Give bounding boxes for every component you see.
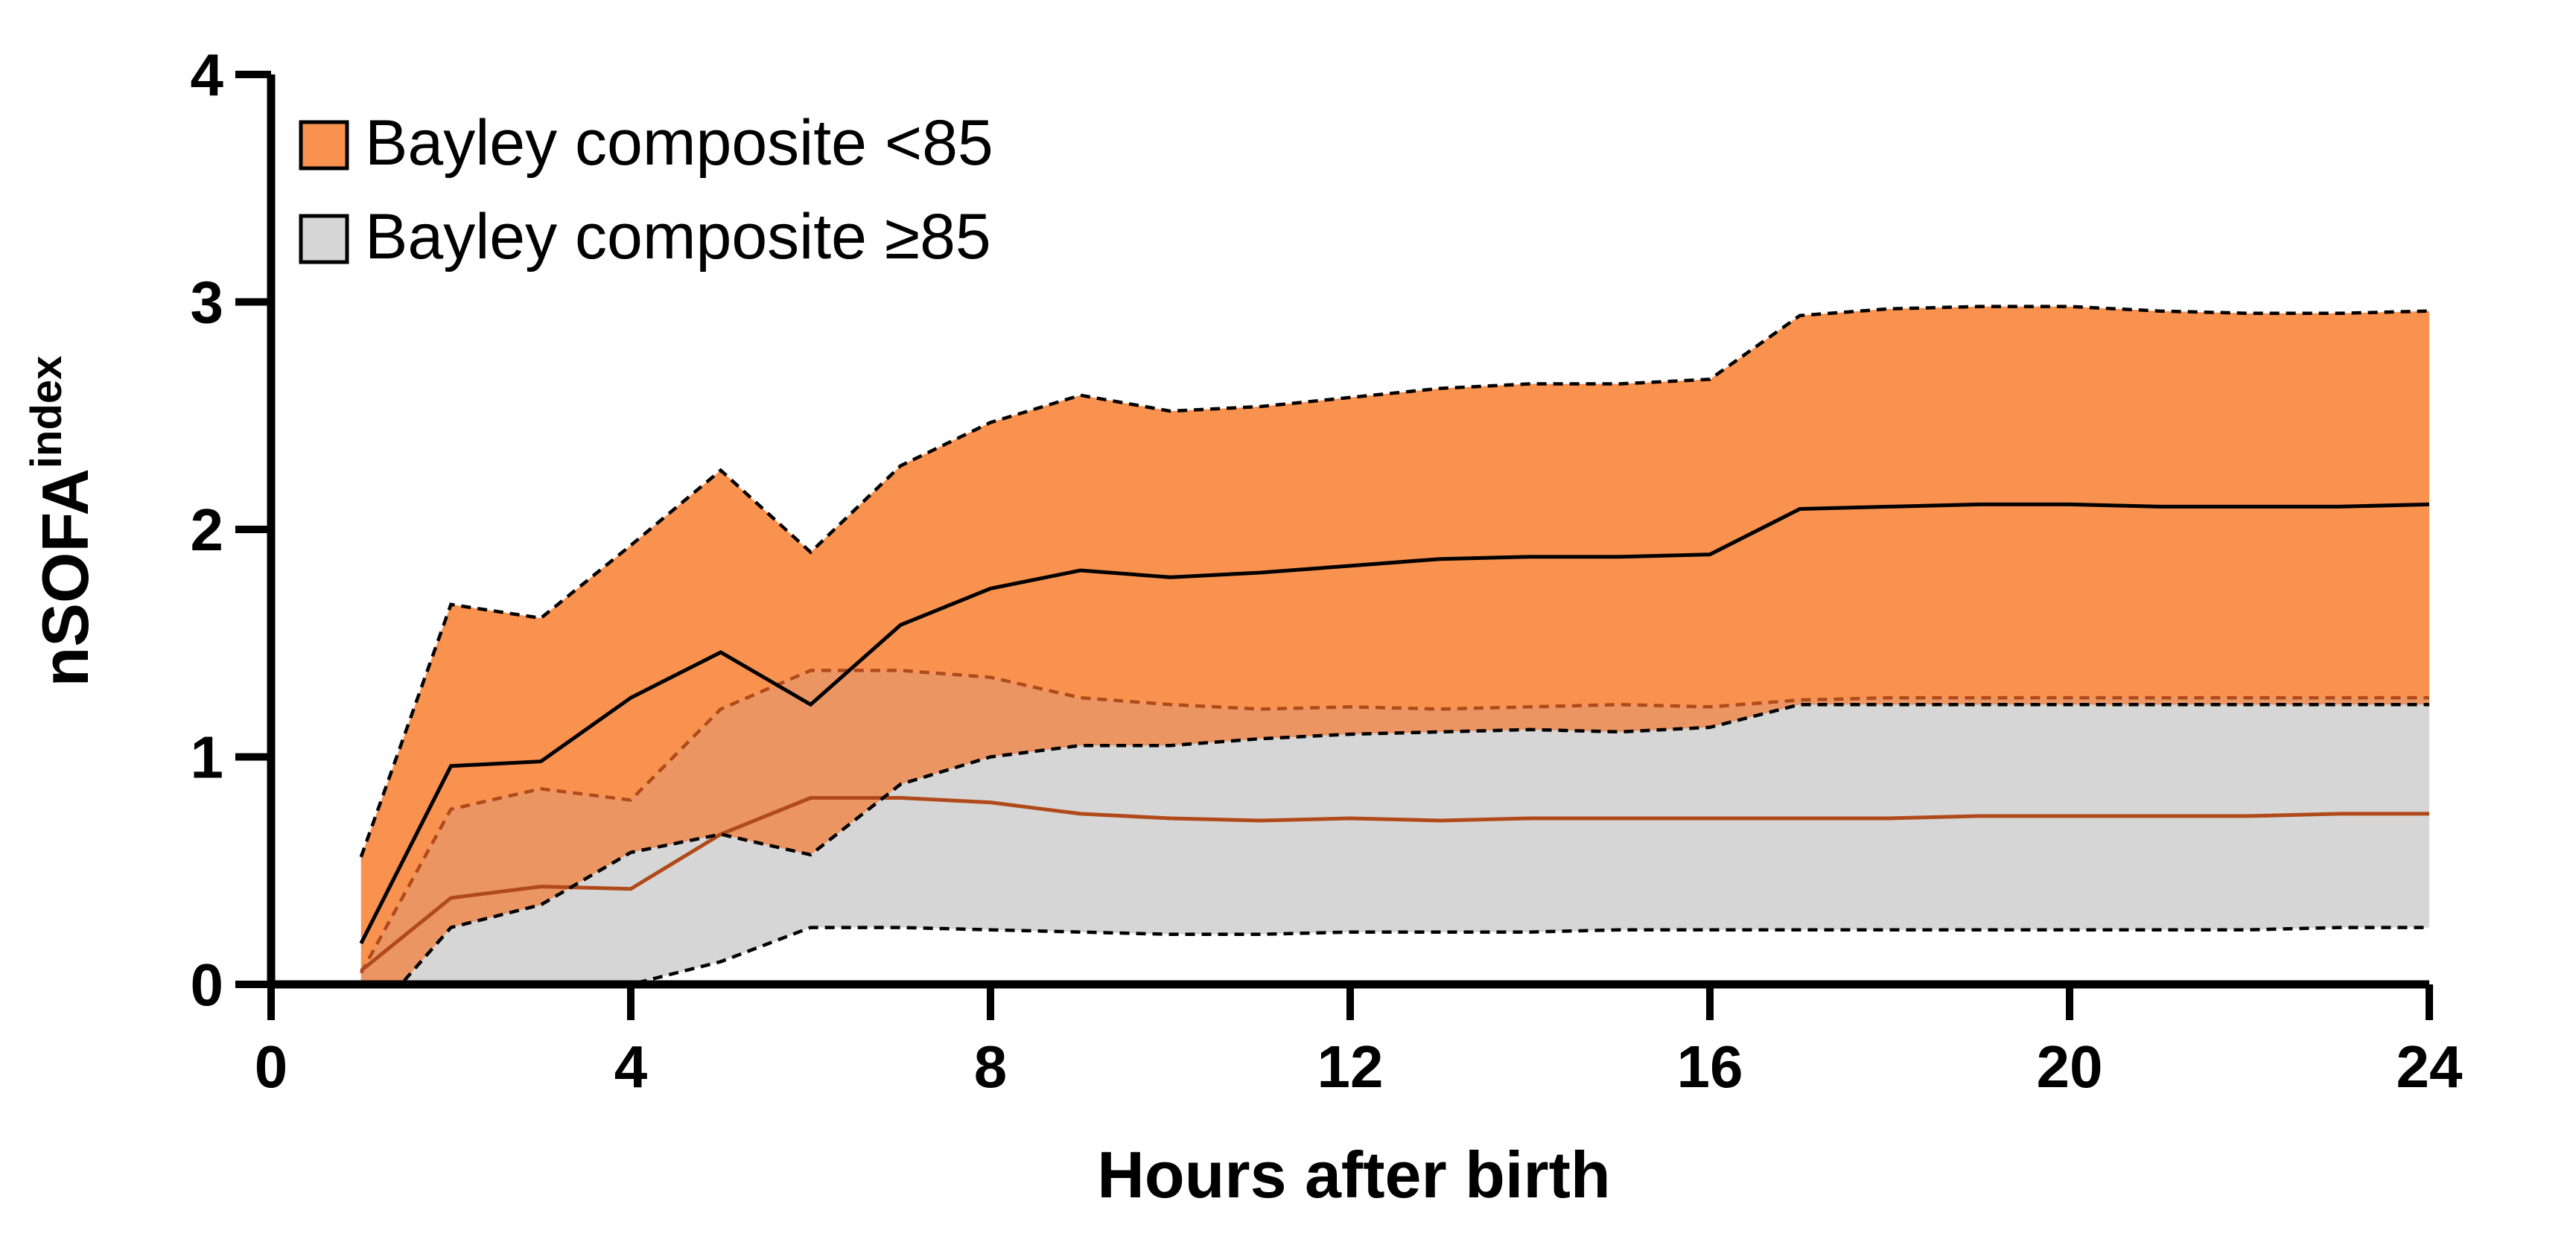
band-overlap — [360, 670, 2429, 984]
series-1-lower-line — [398, 702, 2429, 984]
y-tick-label: 4 — [191, 42, 224, 108]
legend-swatch — [299, 214, 349, 264]
y-axis-title-superscript: index — [22, 356, 71, 469]
y-tick-label: 2 — [191, 497, 224, 563]
y-tick-label: 1 — [191, 725, 224, 791]
x-tick-label: 12 — [1317, 1034, 1384, 1100]
series-1-mean-line — [359, 502, 2430, 945]
y-axis-title: nSOFAindex — [22, 356, 102, 687]
band-series-1 — [360, 306, 2429, 984]
x-tick-label: 0 — [255, 1034, 288, 1100]
series-2-lower-line — [597, 926, 2429, 984]
y-tick-label: 3 — [191, 270, 224, 336]
plot-area — [359, 305, 2430, 984]
y-axis-title-group: nSOFAindex — [22, 356, 102, 687]
y-tick-label: 0 — [191, 952, 224, 1018]
x-tick-label: 20 — [2037, 1034, 2103, 1100]
legend-swatch — [299, 120, 349, 171]
x-tick-label: 24 — [2397, 1034, 2463, 1100]
series-2-mean-line — [360, 796, 2429, 972]
x-axis-title: Hours after birth — [1097, 1138, 1610, 1211]
legend-label: Bayley composite ≥85 — [365, 201, 991, 273]
legend: Bayley composite <85 Bayley composite ≥85 — [299, 107, 993, 273]
x-tick-label: 4 — [614, 1034, 648, 1100]
legend-label: Bayley composite <85 — [365, 107, 993, 179]
x-tick-label: 16 — [1677, 1034, 1743, 1100]
series-2-upper-line — [359, 669, 2429, 974]
series-1-upper-line — [359, 305, 2430, 858]
y-axis-title-main: nSOFA — [28, 468, 102, 687]
x-tick-label: 8 — [974, 1034, 1008, 1100]
